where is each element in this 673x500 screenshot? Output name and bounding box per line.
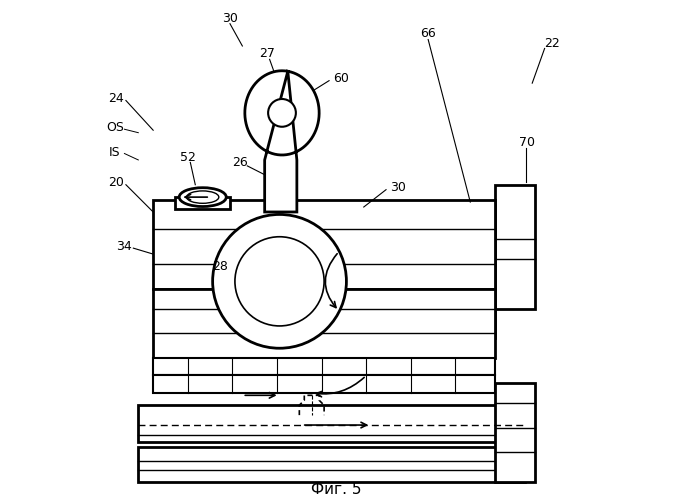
- Text: 20: 20: [108, 176, 124, 188]
- Text: Фиг. 5: Фиг. 5: [311, 482, 362, 497]
- Bar: [485, 259, 495, 289]
- Text: 30: 30: [390, 180, 406, 194]
- Bar: [153, 376, 495, 393]
- Ellipse shape: [179, 188, 226, 206]
- Bar: [153, 358, 495, 376]
- Text: OS: OS: [106, 121, 124, 134]
- Bar: [456, 289, 495, 339]
- Text: 22: 22: [544, 37, 560, 50]
- Text: IS: IS: [109, 146, 121, 159]
- Bar: [495, 383, 535, 482]
- Text: 70: 70: [520, 136, 535, 149]
- Ellipse shape: [186, 191, 219, 203]
- Bar: [153, 289, 495, 358]
- Text: 66: 66: [421, 27, 436, 40]
- Text: 34: 34: [116, 240, 133, 253]
- Text: 26: 26: [232, 156, 248, 169]
- Bar: [138, 448, 525, 482]
- Circle shape: [235, 237, 324, 326]
- Bar: [153, 200, 495, 289]
- Text: 60: 60: [334, 72, 349, 85]
- Bar: [495, 184, 535, 308]
- Bar: [456, 230, 495, 259]
- Text: 52: 52: [180, 151, 196, 164]
- Circle shape: [213, 214, 347, 348]
- Text: 24: 24: [108, 92, 124, 104]
- Bar: [176, 197, 230, 209]
- Bar: [138, 405, 525, 442]
- Polygon shape: [245, 71, 319, 212]
- Text: 30: 30: [222, 12, 238, 25]
- Circle shape: [268, 99, 296, 126]
- Text: 27: 27: [259, 47, 275, 60]
- Text: 28: 28: [212, 260, 228, 273]
